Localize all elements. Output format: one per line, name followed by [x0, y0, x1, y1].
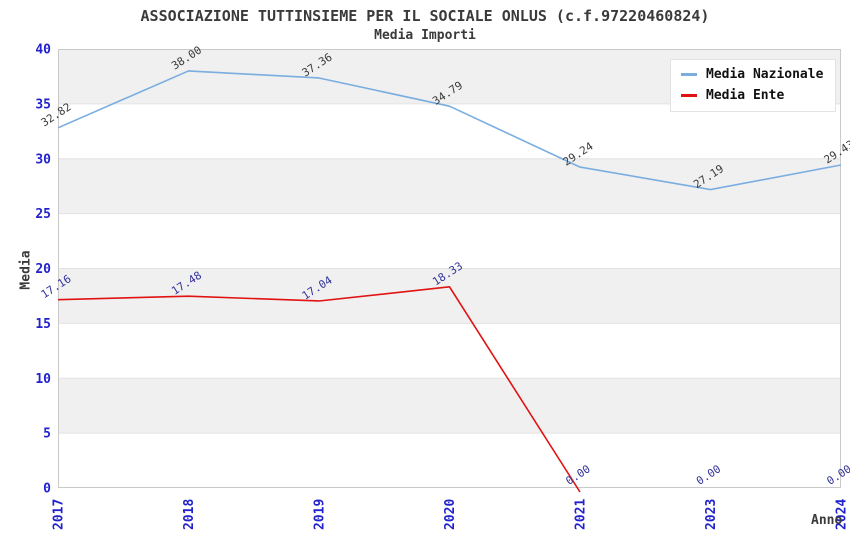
legend-item-media-nazionale: Media Nazionale: [679, 64, 825, 85]
x-tick-label: 2023: [704, 499, 719, 530]
y-tick-label: 35: [35, 97, 51, 112]
legend-label: Media Ente: [706, 88, 785, 103]
chart-canvas: 0 5 10 15 20 25 30 35 40 2017 2018 2019 2020 2021 2023…: [35, 43, 850, 531]
y-tick-label: 5: [43, 427, 51, 442]
legend: Media Nazionale Media Ente: [670, 59, 837, 112]
x-axis-title: Anno: [811, 513, 843, 528]
x-tick-label: 2020: [443, 499, 458, 530]
y-tick-label: 15: [35, 317, 51, 332]
x-tick-label: 2019: [313, 499, 328, 530]
y-tick-label: 25: [35, 207, 51, 222]
x-tick-label: 2018: [182, 499, 197, 530]
plot-band: [58, 158, 841, 214]
chart-title: ASSOCIAZIONE TUTTINSIEME PER IL SOCIALE …: [140, 7, 710, 25]
x-tick-label: 2021: [574, 499, 589, 530]
series-line-media-nazionale: [57, 70, 842, 191]
x-tick-label: 2024: [835, 499, 850, 530]
data-point-label: 0.00: [694, 462, 723, 487]
y-tick-label: 10: [35, 372, 51, 387]
y-axis-title: Media: [18, 250, 34, 290]
legend-item-media-ente: Media Ente: [679, 85, 825, 106]
plot-border: [58, 49, 841, 488]
chart-subtitle: Media Importi: [374, 28, 476, 43]
series-line-media-ente: [57, 286, 581, 493]
y-tick-label: 0: [43, 482, 51, 497]
plot-area: 0 5 10 15 20 25 30 35 40 2017 2018 2019 2020 2021 2023…: [35, 43, 850, 531]
plot-band: [58, 378, 841, 434]
legend-swatch-nazionale-line-icon: [681, 73, 697, 76]
legend-swatch-ente-line-icon: [681, 94, 697, 97]
data-point-label: 0.00: [824, 462, 850, 487]
x-tick-label: 2017: [52, 499, 67, 530]
y-tick-label: 20: [35, 262, 51, 277]
legend-label: Media Nazionale: [706, 67, 824, 82]
y-tick-label: 30: [35, 152, 51, 167]
y-tick-label: 40: [35, 43, 51, 58]
data-point-label: 0.00: [563, 462, 592, 487]
